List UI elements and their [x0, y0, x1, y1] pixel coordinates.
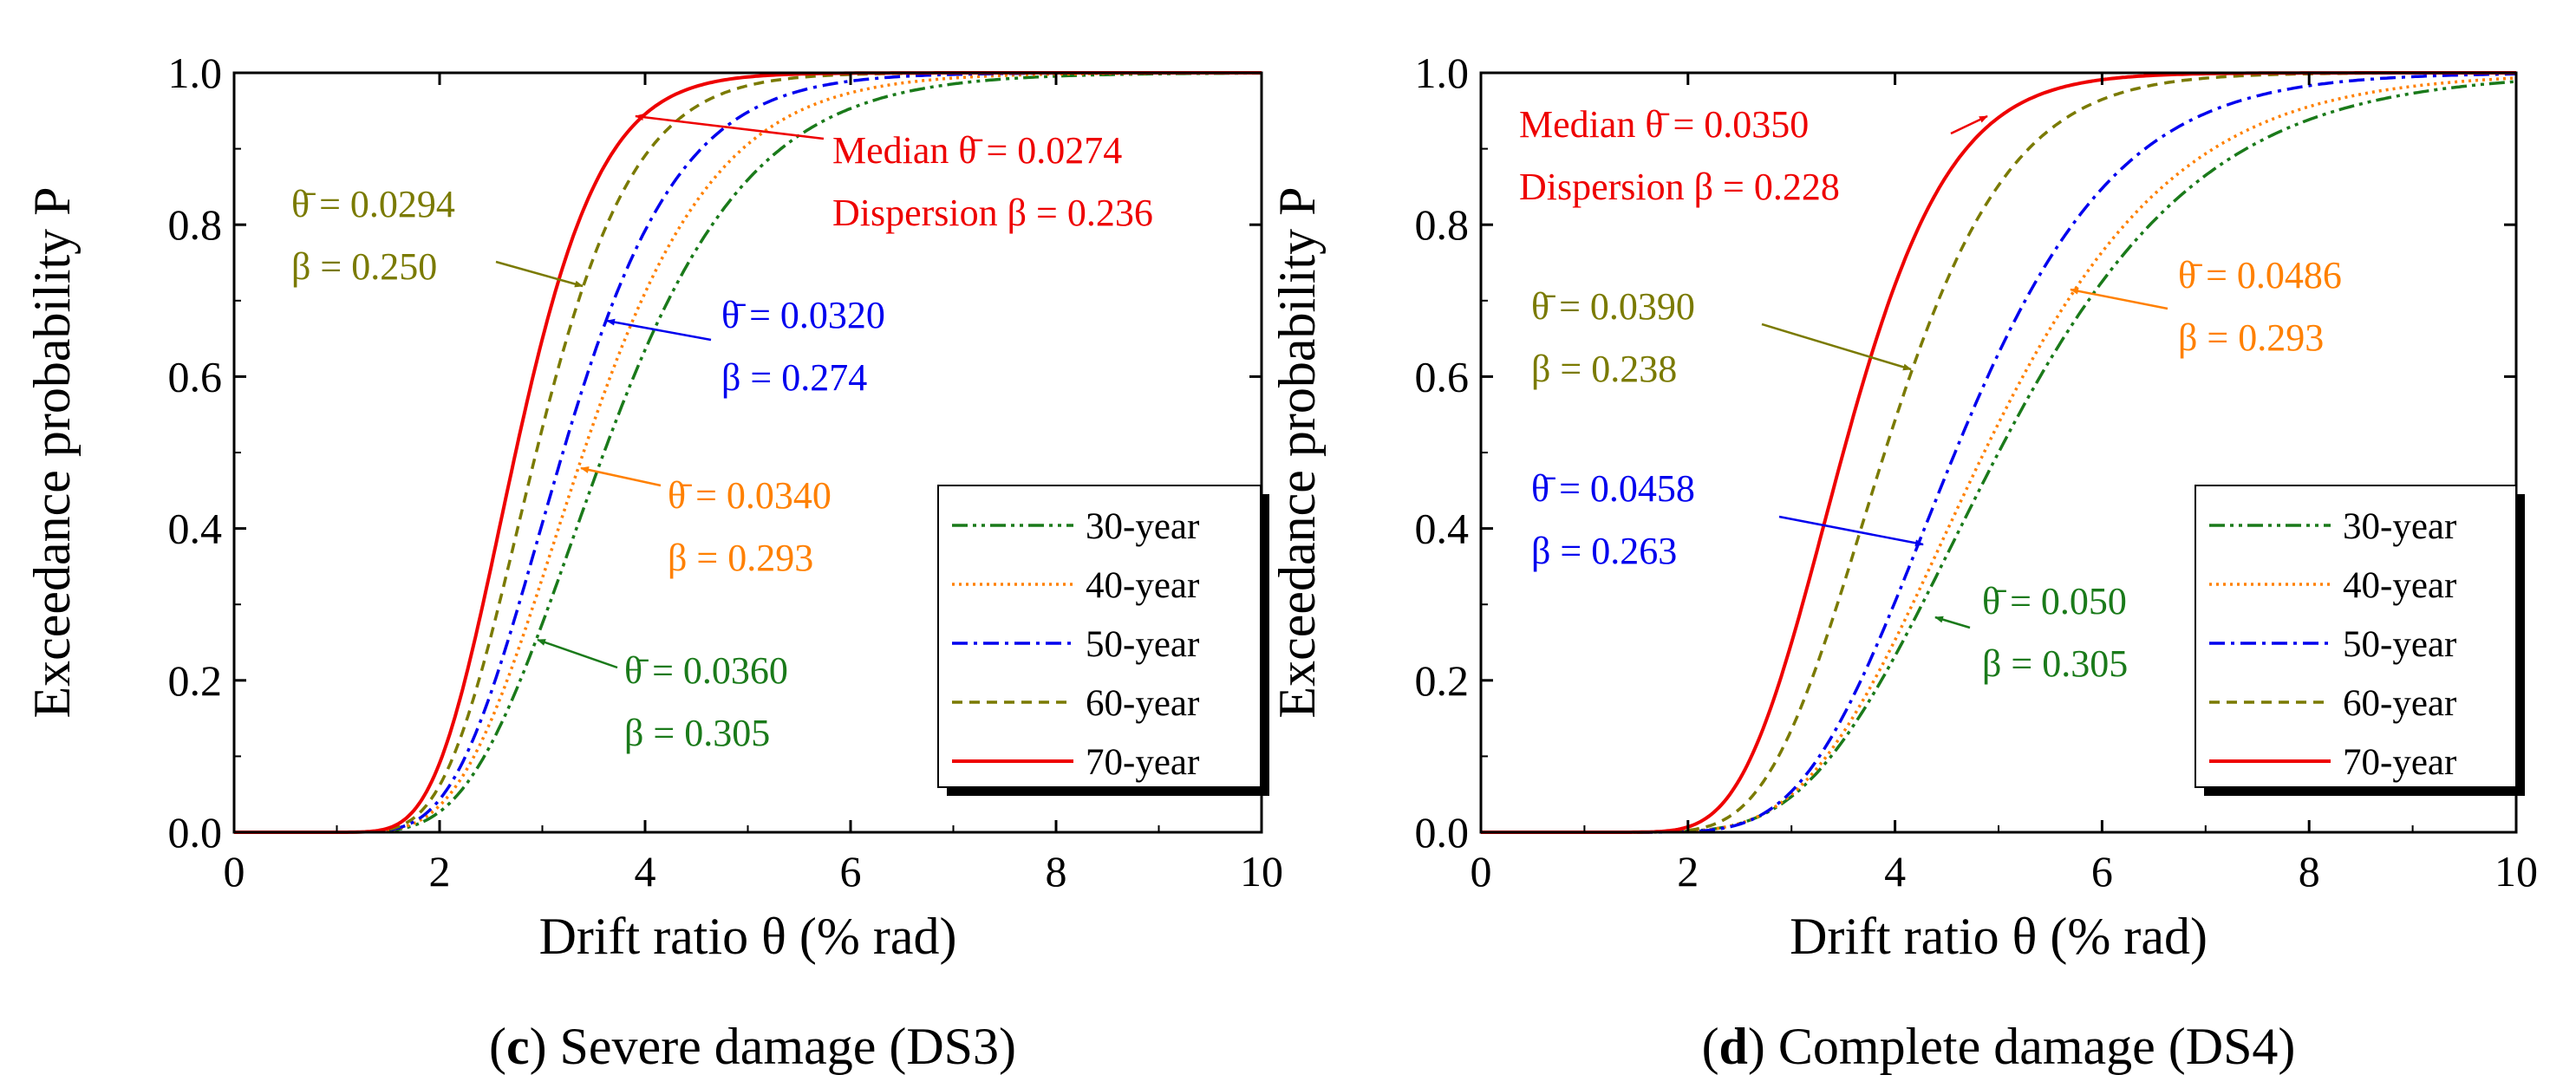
annotation-arrow: [495, 260, 584, 288]
x-axis-title: Drift ratio θ (% rad): [539, 908, 957, 965]
annotation-arrow: [606, 318, 712, 342]
x-tick-label: 6: [2091, 847, 2113, 896]
y-tick-label: 0.2: [1415, 656, 1470, 705]
legend-label-40-year: 40-year: [2343, 565, 2456, 606]
y-tick-label: 0.0: [168, 808, 223, 857]
annotation-text: Dispersion β = 0.236: [832, 192, 1153, 234]
annotation-text: β = 0.293: [668, 537, 813, 579]
annotation-5-2: θ̄ = 0.0486 β = 0.293: [2070, 254, 2342, 359]
annotation-text: θ̄ = 0.050: [1982, 580, 2127, 622]
annotation-5-3: θ̄ = 0.0340 β = 0.293: [580, 466, 831, 579]
legend: 30-year 40-year 50-year 60-year 70-year: [937, 485, 1269, 796]
annotation-5-0: Median θ̄ = 0.0274 Dispersion β = 0.236: [635, 114, 1153, 234]
panel-caption: (d) Complete damage (DS4): [1702, 1018, 2296, 1075]
x-tick-label: 4: [1884, 847, 1906, 896]
y-tick-label: 0.4: [168, 505, 223, 553]
annotation-text: β = 0.263: [1531, 530, 1677, 572]
annotation-arrow: [635, 114, 825, 140]
y-tick-label: 1.0: [1415, 49, 1470, 97]
annotation-arrow: [1934, 616, 1971, 629]
panel-caption: (c) Severe damage (DS3): [489, 1018, 1016, 1075]
series-line-50-year: [234, 71, 1262, 834]
legend-label-30-year: 30-year: [1086, 506, 1199, 547]
y-tick-label: 0.6: [1415, 352, 1470, 401]
annotation-5-1: θ̄ = 0.0390 β = 0.238: [1531, 285, 1912, 390]
y-tick-label: 1.0: [168, 49, 223, 97]
annotation-arrow: [580, 466, 662, 487]
x-tick-label: 10: [1240, 847, 1283, 896]
y-tick-label: 0.6: [168, 352, 223, 401]
y-tick-label: 0.0: [1415, 808, 1470, 857]
legend-label-50-year: 50-year: [2343, 624, 2456, 665]
annotation-arrow: [2070, 287, 2168, 310]
annotation-5-3: θ̄ = 0.0458 β = 0.263: [1531, 467, 1924, 572]
x-axis-title: Drift ratio θ (% rad): [1790, 908, 2208, 965]
annotation-text: β = 0.305: [1982, 642, 2128, 685]
annotation-text: β = 0.238: [1531, 348, 1677, 390]
chart-panel-d: 0 2 4 6 8 10 0.0 0.2 0.4 0.6 0.8 1.0 Drift ratio θ (…: [1268, 49, 2538, 1075]
legend: 30-year 40-year 50-year 60-year 70-year: [2194, 485, 2525, 796]
legend-box: [937, 485, 1262, 788]
y-tick-label: 0.2: [168, 656, 223, 705]
x-tick-label: 2: [429, 847, 451, 896]
chart-panel-c: 0 2 4 6 8 10 0.0 0.2 0.4 0.6 0.8 1.0 Drift ratio θ (…: [23, 49, 1283, 1075]
annotation-text: Dispersion β = 0.228: [1519, 166, 1840, 208]
annotation-text: Median θ̄ = 0.0350: [1519, 103, 1809, 146]
y-tick-label: 0.8: [168, 200, 223, 249]
annotation-text: β = 0.250: [291, 245, 437, 288]
x-tick-label: 2: [1677, 847, 1699, 896]
annotation-text: Median θ̄ = 0.0274: [832, 129, 1122, 172]
annotation-text: β = 0.274: [721, 356, 867, 399]
annotation-5-4: θ̄ = 0.050 β = 0.305: [1934, 580, 2128, 685]
annotation-arrow: [1778, 515, 1924, 547]
legend-label-70-year: 70-year: [2343, 742, 2456, 783]
x-tick-label: 0: [1471, 847, 1492, 896]
annotation-text: β = 0.293: [2178, 316, 2324, 359]
y-axis-title: Exceedance probability P: [23, 186, 81, 718]
legend-label-30-year: 30-year: [2343, 506, 2456, 547]
annotation-arrow: [1950, 114, 1988, 135]
annotation-text: θ̄ = 0.0340: [668, 474, 831, 517]
annotation-5-4: θ̄ = 0.0360 β = 0.305: [537, 638, 788, 754]
legend-label-60-year: 60-year: [2343, 683, 2456, 724]
x-tick-label: 8: [1046, 847, 1067, 896]
annotation-text: θ̄ = 0.0486: [2178, 254, 2342, 296]
annotation-text: θ̄ = 0.0458: [1531, 467, 1695, 510]
annotation-arrow: [1761, 322, 1912, 371]
series-line-30-year: [1481, 80, 2516, 834]
y-tick-label: 0.8: [1415, 200, 1470, 249]
annotation-arrow: [537, 638, 618, 669]
annotation-text: θ̄ = 0.0320: [721, 294, 885, 336]
x-tick-label: 4: [635, 847, 656, 896]
annotation-5-1: θ̄ = 0.0294 β = 0.250: [291, 183, 584, 288]
annotation-text: θ̄ = 0.0390: [1531, 285, 1695, 328]
legend-label-40-year: 40-year: [1086, 565, 1199, 606]
annotation-5-2: θ̄ = 0.0320 β = 0.274: [606, 294, 885, 399]
annotation-text: θ̄ = 0.0360: [624, 649, 788, 692]
x-tick-label: 10: [2494, 847, 2538, 896]
caption-letter: d: [1719, 1018, 1748, 1075]
legend-label-70-year: 70-year: [1086, 742, 1199, 783]
x-tick-label: 6: [840, 847, 862, 896]
x-tick-label: 0: [224, 847, 245, 896]
caption-letter: c: [506, 1018, 530, 1075]
legend-label-60-year: 60-year: [1086, 683, 1199, 724]
annotation-text: θ̄ = 0.0294: [291, 183, 455, 225]
legend-label-50-year: 50-year: [1086, 624, 1199, 665]
annotation-text: β = 0.305: [624, 712, 770, 754]
legend-box: [2194, 485, 2517, 788]
y-tick-label: 0.4: [1415, 505, 1470, 553]
annotation-5-0: Median θ̄ = 0.0350 Dispersion β = 0.228: [1519, 103, 1988, 208]
y-axis-title: Exceedance probability P: [1268, 186, 1326, 718]
x-tick-label: 8: [2299, 847, 2320, 896]
series-line-30-year: [234, 71, 1262, 834]
